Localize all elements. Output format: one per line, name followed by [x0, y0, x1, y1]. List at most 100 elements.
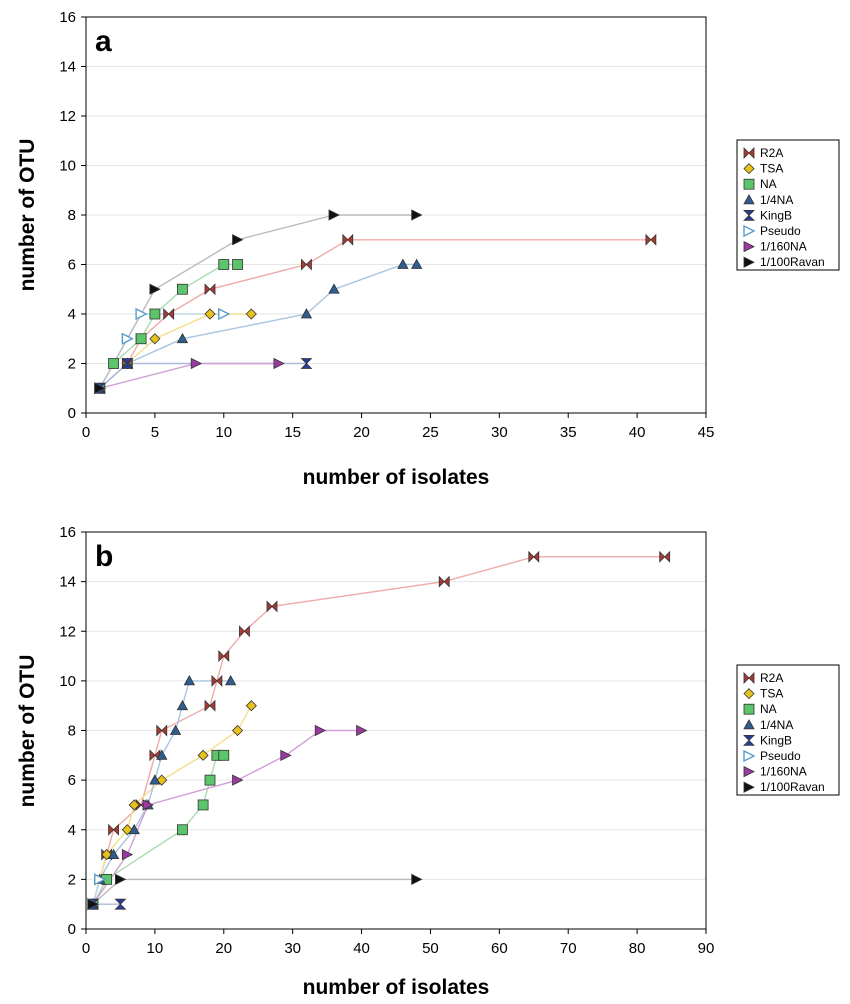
data-point-tsa-a [245, 308, 257, 320]
legend-label-pseudo-b: Pseudo [760, 749, 801, 763]
legend-marker-na-a [743, 178, 755, 190]
data-point-r2a-b [266, 600, 278, 613]
data-point-1100ravan-b [411, 873, 423, 886]
data-point-14na-b [149, 774, 161, 785]
y-tick-label-b: 4 [68, 822, 76, 839]
legend-label-1160na-b: 1/160NA [760, 765, 807, 779]
series-line-pseudo-a [99, 313, 224, 389]
legend-marker-kingb-b [743, 735, 755, 746]
data-point-r2a-b [239, 625, 250, 638]
axis-ticks-b: 0 2 4 6 8 10 12 14 16 0 10 20 30 40 50 60 70 80 90 [59, 524, 714, 957]
data-point-kingb-b [114, 898, 127, 910]
data-point-1160na-a [190, 357, 203, 370]
data-point-14na-a [300, 308, 313, 319]
axis-ticks-a: 0 2 4 6 8 10 12 14 16 0 5 10 15 20 25 30 35 40 45 [59, 9, 714, 441]
panel-label-b: b [95, 540, 113, 573]
data-point-1160na-b [314, 724, 327, 737]
data-point-1100ravan-b [115, 873, 127, 886]
data-point-14na-b [224, 675, 237, 686]
legend-label-1160na-a: 1/160NA [760, 240, 807, 254]
data-point-r2a-a [204, 283, 216, 296]
data-point-r2a-a [163, 308, 175, 320]
legend-marker-r2a-b [743, 672, 755, 684]
y-tick-label-a: 6 [68, 257, 76, 274]
legend-marker-1160na-a [743, 240, 755, 253]
data-point-pseudo-a [121, 332, 134, 345]
x-tick-label-a: 10 [215, 424, 232, 441]
legend-label-pseudo-a: Pseudo [760, 224, 801, 238]
legend-marker-1160na-b [743, 765, 755, 778]
data-point-1160na-b [356, 724, 368, 737]
legend-marker-1100ravan-a [743, 256, 755, 268]
data-point-na-b [197, 799, 209, 811]
x-tick-label-a: 5 [151, 424, 159, 441]
x-tick-label-b: 70 [560, 940, 577, 957]
y-tick-label-b: 2 [68, 871, 76, 888]
x-tick-label-b: 10 [147, 940, 164, 957]
data-point-na-a [177, 283, 188, 295]
x-tick-label-b: 50 [422, 940, 439, 957]
x-tick-label-a: 45 [698, 424, 715, 441]
data-point-14na-b [128, 823, 140, 835]
data-point-kingb-a [121, 358, 134, 369]
x-tick-label-b: 90 [698, 940, 715, 957]
data-point-tsa-a [204, 308, 216, 320]
series-line-1100ravan-a [99, 214, 417, 389]
legend-marker-pseudo-b [743, 749, 756, 763]
data-point-tsa-b [197, 749, 209, 761]
data-point-na-a [108, 358, 119, 369]
series-line-tsa-a [99, 313, 252, 389]
x-tick-label-b: 40 [353, 940, 370, 957]
y-tick-label-a: 0 [68, 405, 76, 422]
y-tick-label-a: 16 [59, 9, 76, 26]
legend-marker-kingb-a [743, 210, 755, 221]
x-tick-label-a: 20 [353, 424, 370, 441]
series-line-1100ravan-b [92, 878, 417, 905]
grid-lines-b [86, 581, 706, 880]
x-tick-label-b: 80 [629, 940, 646, 957]
data-point-pseudo-a [218, 307, 231, 321]
data-point-r2a-a [301, 258, 312, 271]
data-point-tsa-b [101, 848, 113, 861]
data-point-na-a [232, 259, 243, 270]
chart-panel-b: 0 2 4 6 8 10 12 14 16 0 10 20 30 40 50 60 70 80 90 b numbe… [16, 524, 840, 999]
series-group-a [93, 209, 657, 395]
legend-box-b [736, 664, 840, 796]
data-point-1100ravan-b [87, 898, 99, 910]
series-group-b [86, 550, 671, 911]
data-point-14na-b [169, 724, 182, 735]
x-tick-label-b: 20 [215, 940, 232, 957]
data-point-1100ravan-a [149, 283, 161, 295]
y-tick-label-b: 10 [59, 673, 76, 690]
legend-label-na-a: NA [760, 177, 777, 191]
data-point-na-b [204, 774, 216, 786]
data-point-r2a-b [528, 550, 540, 563]
data-point-r2a-b [659, 550, 671, 563]
data-point-kingb-a [300, 358, 313, 369]
legend-label-tsa-b: TSA [760, 687, 783, 701]
y-tick-label-b: 14 [59, 574, 76, 591]
data-point-na-a [218, 259, 230, 270]
legend-marker-tsa-b [743, 688, 755, 700]
y-axis-title-b: number of OTU [16, 655, 39, 808]
x-tick-label-a: 25 [422, 424, 439, 441]
data-point-na-b [177, 824, 188, 836]
legend-marker-na-b [743, 703, 755, 715]
data-point-tsa-b [128, 799, 140, 811]
y-tick-label-b: 0 [68, 921, 76, 938]
data-point-1160na-b [280, 749, 292, 761]
data-point-r2a-b [218, 650, 230, 663]
y-tick-label-b: 6 [68, 772, 76, 789]
data-point-1160na-b [142, 799, 154, 811]
data-point-r2a-b [108, 823, 119, 836]
legend-marker-r2a-a [743, 147, 755, 159]
legend-label-14na-a: 1/4NA [760, 193, 793, 207]
data-point-na-b [218, 749, 230, 761]
legend-label-tsa-a: TSA [760, 162, 783, 176]
legend-label-1100ravan-b: 1/100Ravan [760, 780, 825, 794]
data-point-r2a-a [342, 233, 354, 246]
y-tick-label-b: 16 [59, 524, 76, 541]
x-tick-label-b: 30 [284, 940, 301, 957]
